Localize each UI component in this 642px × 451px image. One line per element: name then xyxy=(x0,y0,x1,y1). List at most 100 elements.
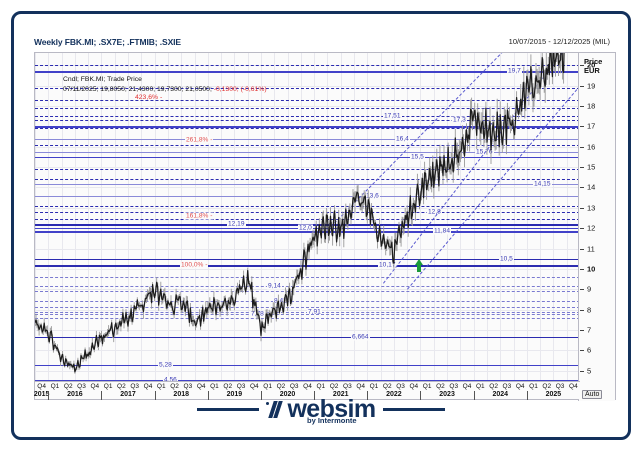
price-level-line xyxy=(35,120,580,122)
price-level-line xyxy=(35,301,580,303)
chart-window: Weekly FBK.MI; .SX7E; .FTMIB; .SXIE 10/0… xyxy=(11,11,631,440)
price-axis-tick-mark xyxy=(580,146,584,148)
time-axis-quarter-tick: Q4 xyxy=(569,383,578,390)
price-axis[interactable]: Price EUR Auto 20 19 18 17 16 15 14 13 12 11 10 9 8 7… xyxy=(578,53,615,401)
time-axis-year-label: 2015 xyxy=(33,391,50,398)
price-axis-tick-mark xyxy=(580,289,584,291)
price-axis-tick-mark xyxy=(580,228,584,230)
tooltip-low: 19,7300; xyxy=(157,85,184,93)
chart-canvas[interactable]: 19,7 17,51 17,3 17 16,4 15,76 15,5 14,43 14,15 13… xyxy=(35,53,580,383)
tooltip-change: -0,1300; (-0,61%) xyxy=(213,85,267,93)
gridline-horizontal xyxy=(35,370,580,372)
gridline-vertical xyxy=(61,53,63,383)
time-axis-quarter-tick: Q4 xyxy=(90,383,100,390)
time-axis-quarter-tick: Q2 xyxy=(329,383,339,390)
time-axis-quarter-tick: Q4 xyxy=(37,383,46,390)
gridline-horizontal xyxy=(35,268,580,270)
time-axis-quarter-tick: Q1 xyxy=(475,383,485,390)
time-axis-quarter-tick: Q2 xyxy=(63,383,73,390)
price-level-label: 12,8 xyxy=(427,208,442,216)
time-axis-quarter-tick: Q2 xyxy=(436,383,445,390)
price-level-line xyxy=(35,65,580,67)
price-level-line xyxy=(35,128,580,130)
price-level-label: 13,6 xyxy=(365,192,380,200)
price-axis-label: Price EUR xyxy=(584,57,602,75)
chart-plot-area[interactable]: 19,7 17,51 17,3 17 16,4 15,76 15,5 14,43 14,15 13… xyxy=(33,52,616,401)
gridline-vertical xyxy=(114,53,116,383)
price-level-line xyxy=(35,151,580,153)
tooltip-ohlc-line: 07/11/2025; 19,8050; 21,4300; 19,7300; 2… xyxy=(63,85,267,95)
time-axis-year-separator xyxy=(260,391,262,400)
price-level-line xyxy=(35,306,580,308)
gridline-horizontal xyxy=(35,187,580,189)
time-axis-quarter-tick: Q1 xyxy=(529,383,538,390)
price-level-line xyxy=(35,126,580,128)
price-axis-tick: 9 xyxy=(587,284,592,294)
time-axis-quarter-tick: Q3 xyxy=(236,383,246,390)
price-level-line xyxy=(35,211,580,213)
time-axis-year-separator xyxy=(473,391,475,400)
gridline-vertical xyxy=(274,53,276,383)
price-level-line xyxy=(35,184,580,186)
time-axis-quarter-tick: Q1 xyxy=(422,383,432,390)
time-axis-year-separator xyxy=(526,391,528,400)
price-level-label: 17,51 xyxy=(383,112,402,120)
price-level-line xyxy=(35,265,580,268)
time-axis-quarter-tick: Q3 xyxy=(130,383,140,390)
gridline-vertical xyxy=(354,53,356,383)
time-axis-year-label: 2022 xyxy=(386,391,402,398)
gridline-vertical xyxy=(367,53,369,383)
price-axis-tick-mark xyxy=(580,207,584,209)
time-axis-quarter-tick: Q2 xyxy=(489,383,498,390)
price-axis-tick-mark xyxy=(580,248,584,250)
gridline-vertical xyxy=(167,53,169,383)
tooltip-date: 07/11/2025; xyxy=(63,85,99,93)
price-axis-tick-mark xyxy=(580,309,584,311)
price-level-line xyxy=(35,144,580,146)
price-level-line xyxy=(35,286,580,288)
date-range-label: 10/07/2015 - 12/12/2025 (MIL) xyxy=(508,37,610,46)
price-axis-tick-mark xyxy=(580,105,584,107)
price-level-line xyxy=(35,277,580,279)
gridline-vertical xyxy=(287,53,289,383)
price-axis-tick: 14 xyxy=(587,182,596,192)
tooltip-high: 21,4300; xyxy=(128,85,156,93)
time-axis[interactable]: Q4 Q1 Q2 Q3 Q4 Q1 Q2 Q3 Q4 Q1 Q2 Q3 Q4 Q1 Q2 Q3 Q4 Q1 Q2 Q3… xyxy=(33,381,580,400)
gridline-vertical xyxy=(300,53,302,383)
tooltip-series-line: Cndl; FBK.MI; Trade Price xyxy=(63,76,142,83)
price-axis-tick: 8 xyxy=(587,305,592,315)
price-axis-tick-mark xyxy=(580,330,584,332)
gridline-vertical xyxy=(473,53,475,383)
price-level-label: 16,4 xyxy=(395,135,410,143)
price-level-label: 12,0 xyxy=(298,224,313,232)
time-axis-quarter-tick: Q2 xyxy=(382,383,392,390)
gridline-vertical xyxy=(500,53,502,383)
gridline-vertical xyxy=(141,53,143,383)
gridline-vertical xyxy=(447,53,449,383)
time-axis-year-label: 2020 xyxy=(279,391,296,398)
footer-brand: websim by Intermonte xyxy=(14,389,628,429)
time-axis-quarter-tick: Q2 xyxy=(170,383,179,390)
time-axis-year-separator xyxy=(154,391,156,400)
price-axis-tick-mark xyxy=(580,268,584,270)
auto-scale-button[interactable]: Auto xyxy=(582,390,603,399)
time-axis-quarter-tick: Q3 xyxy=(77,383,86,390)
time-axis-year-separator xyxy=(420,391,422,400)
time-axis-year-label: 2021 xyxy=(332,391,349,398)
time-axis-quarter-tick: Q4 xyxy=(409,383,419,390)
price-axis-tick: 15 xyxy=(587,162,596,172)
time-axis-quarter-tick: Q4 xyxy=(249,383,259,390)
gridline-vertical xyxy=(221,53,223,383)
gridline-horizontal xyxy=(35,289,580,291)
price-level-line xyxy=(35,205,580,207)
time-axis-quarter-tick: Q2 xyxy=(542,383,552,390)
price-axis-tick: 19 xyxy=(587,81,596,91)
price-axis-tick: 5 xyxy=(587,366,592,376)
fibonacci-level-label: 100,0% - xyxy=(180,261,209,269)
price-level-label: 15,5 xyxy=(410,153,425,161)
time-axis-quarter-tick: Q2 xyxy=(276,383,286,390)
gridline-vertical xyxy=(260,53,262,383)
gridline-vertical xyxy=(35,53,36,383)
price-axis-tick: 13 xyxy=(587,203,596,213)
logo-rule-left xyxy=(197,407,260,411)
